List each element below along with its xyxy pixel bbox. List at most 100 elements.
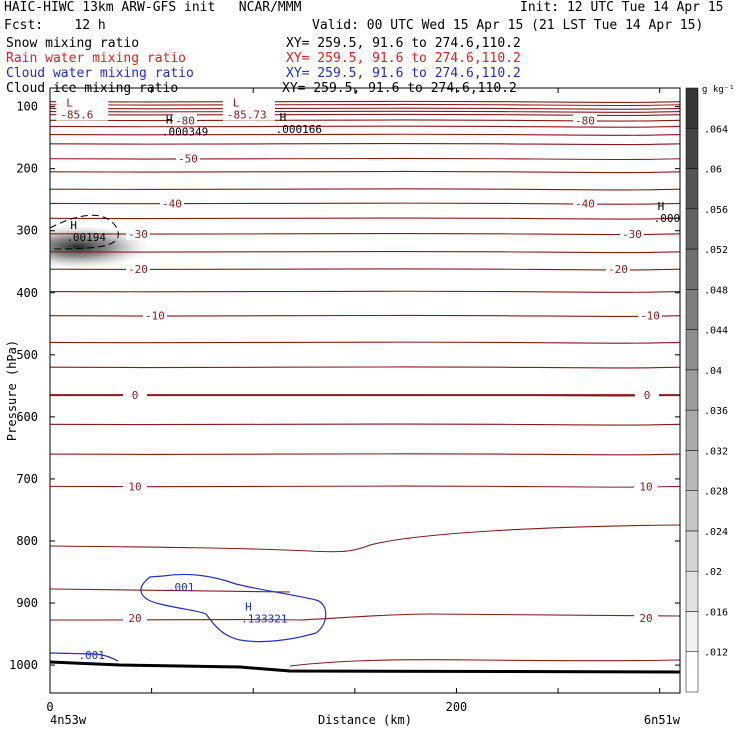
temperature-contour bbox=[50, 113, 680, 116]
extremum-type: L bbox=[66, 97, 73, 110]
extremum-type: H bbox=[166, 113, 173, 126]
init-time: Init: 12 UTC Tue 14 Apr 15 bbox=[520, 0, 724, 15]
temperature-contour bbox=[50, 133, 680, 136]
temperature-contour bbox=[50, 341, 680, 344]
colorbar-swatch bbox=[685, 369, 699, 411]
colorbar-swatch bbox=[685, 168, 699, 210]
colorbar-swatch bbox=[685, 87, 699, 129]
temperature-contour bbox=[50, 268, 680, 271]
extremum-value: .133321 bbox=[241, 612, 287, 625]
colorbar-tick-label: .02 bbox=[704, 567, 722, 578]
cloud-water-label: .001 bbox=[78, 649, 105, 662]
y-tick-label: 300 bbox=[16, 224, 38, 238]
extremum-value: .000166 bbox=[276, 123, 322, 136]
colorbar-swatch bbox=[685, 450, 699, 491]
temperature-contour-label: -20 bbox=[128, 263, 148, 276]
colorbar-tick-label: .048 bbox=[704, 285, 728, 296]
extremum-value: .000349 bbox=[162, 125, 208, 138]
temperature-contour bbox=[50, 103, 680, 107]
x-tick-label: 200 bbox=[446, 700, 468, 714]
colorbar-swatch bbox=[685, 490, 699, 532]
colorbar: .012 .016 .02 .024 .028 .032 .036 .04 .044 .048 .0… bbox=[685, 85, 735, 693]
colorbar-tick-label: .028 bbox=[704, 487, 728, 498]
temperature-contour bbox=[50, 170, 680, 174]
colorbar-swatch bbox=[685, 128, 699, 169]
temperature-contour bbox=[50, 100, 680, 103]
temperature-contour bbox=[50, 143, 680, 146]
temperature-contour bbox=[50, 188, 680, 191]
y-tick-label: 900 bbox=[16, 596, 38, 610]
temperature-contour-label: -30 bbox=[128, 228, 148, 241]
temperature-contour-label: 20 bbox=[128, 612, 141, 625]
y-tick-label: 700 bbox=[16, 472, 38, 486]
extremum-value: -85.6 bbox=[60, 109, 93, 122]
colorbar-tick-label: .04 bbox=[704, 366, 722, 377]
cloud-water-label: .001 bbox=[168, 581, 195, 594]
temperature-contour bbox=[50, 157, 680, 161]
colorbar-tick-label: .044 bbox=[704, 326, 728, 337]
x-axis-label: Distance (km) bbox=[318, 713, 412, 727]
temperature-contour-label: -80 bbox=[175, 114, 195, 127]
colorbar-swatch bbox=[685, 289, 699, 330]
y-tick-label: 800 bbox=[16, 534, 38, 548]
temperature-contour bbox=[50, 423, 680, 426]
extremum-value: .000 bbox=[654, 212, 681, 225]
temperature-contour-label: 0 bbox=[644, 389, 651, 402]
temperature-contour bbox=[50, 453, 680, 456]
extremum-type: L bbox=[233, 97, 240, 110]
y-tick-label: 500 bbox=[16, 348, 38, 362]
colorbar-tick-label: .056 bbox=[704, 205, 728, 216]
plot-frame bbox=[49, 87, 681, 694]
forecast-hour: Fcst: 12 h bbox=[4, 18, 106, 33]
temperature-contour bbox=[50, 125, 680, 128]
temperature-contour-label: -40 bbox=[162, 197, 182, 210]
cloud-ice-contour bbox=[50, 214, 119, 250]
cloud-water-contour bbox=[140, 573, 327, 643]
colorbar-tick-label: .016 bbox=[704, 607, 728, 618]
temperature-contour-label: -80 bbox=[575, 114, 595, 127]
y-tick-label: 600 bbox=[16, 410, 38, 424]
temperature-contour bbox=[50, 524, 680, 553]
temperature-contour-label: -20 bbox=[608, 263, 628, 276]
colorbar-tick-label: .032 bbox=[704, 446, 728, 457]
extremum-type: H bbox=[280, 111, 287, 124]
y-tick-label: 200 bbox=[16, 162, 38, 176]
temperature-contour-label: -10 bbox=[145, 310, 165, 323]
field-name-snow: Snow mixing ratio bbox=[6, 36, 140, 51]
temperature-contour bbox=[50, 107, 680, 110]
temperature-contour bbox=[289, 659, 680, 667]
temperature-contour bbox=[50, 217, 680, 220]
y-tick-label: 1000 bbox=[9, 658, 38, 672]
colorbar-swatch bbox=[685, 329, 699, 371]
colorbar-swatch bbox=[685, 248, 699, 290]
temperature-contour bbox=[50, 290, 680, 293]
section-end-label: 6n51w bbox=[644, 713, 681, 727]
colorbar-tick-label: .052 bbox=[704, 245, 728, 256]
extremum-type: H bbox=[658, 200, 665, 213]
y-tick-label: 400 bbox=[16, 286, 38, 300]
temperature-contour bbox=[50, 366, 680, 369]
colorbar-swatch bbox=[685, 611, 699, 652]
temperature-contour bbox=[50, 613, 680, 621]
section-start-label: 4n53w bbox=[50, 713, 87, 727]
cloud-water-contour-surface bbox=[49, 652, 119, 662]
field-xy-rain: XY= 259.5, 91.6 to 274.6,110.2 bbox=[286, 51, 521, 66]
temperature-contour-label: -10 bbox=[640, 310, 660, 323]
y-tick-label: 100 bbox=[16, 100, 38, 114]
field-xy-cloud-water: XY= 259.5, 91.6 to 274.6,110.2 bbox=[286, 66, 521, 81]
colorbar-swatch bbox=[685, 570, 699, 612]
colorbar-unit: g kg⁻¹ bbox=[702, 85, 735, 95]
extremum-type: H bbox=[245, 600, 252, 613]
temperature-contour-label: 0 bbox=[132, 389, 139, 402]
extremum-value: -85.73 bbox=[227, 109, 267, 122]
colorbar-swatch bbox=[685, 651, 699, 693]
model-title: HAIC-HIWC 13km ARW-GFS init NCAR/MMM bbox=[4, 0, 302, 15]
temperature-contour bbox=[50, 250, 680, 254]
temperature-contour-label: -50 bbox=[178, 153, 198, 166]
temperature-contour bbox=[50, 588, 291, 593]
colorbar-swatch bbox=[685, 409, 699, 451]
temperature-contour-label: 20 bbox=[639, 612, 652, 625]
y-axis-label: Pressure (hPa) bbox=[5, 340, 19, 441]
colorbar-tick-label: .012 bbox=[704, 648, 728, 659]
